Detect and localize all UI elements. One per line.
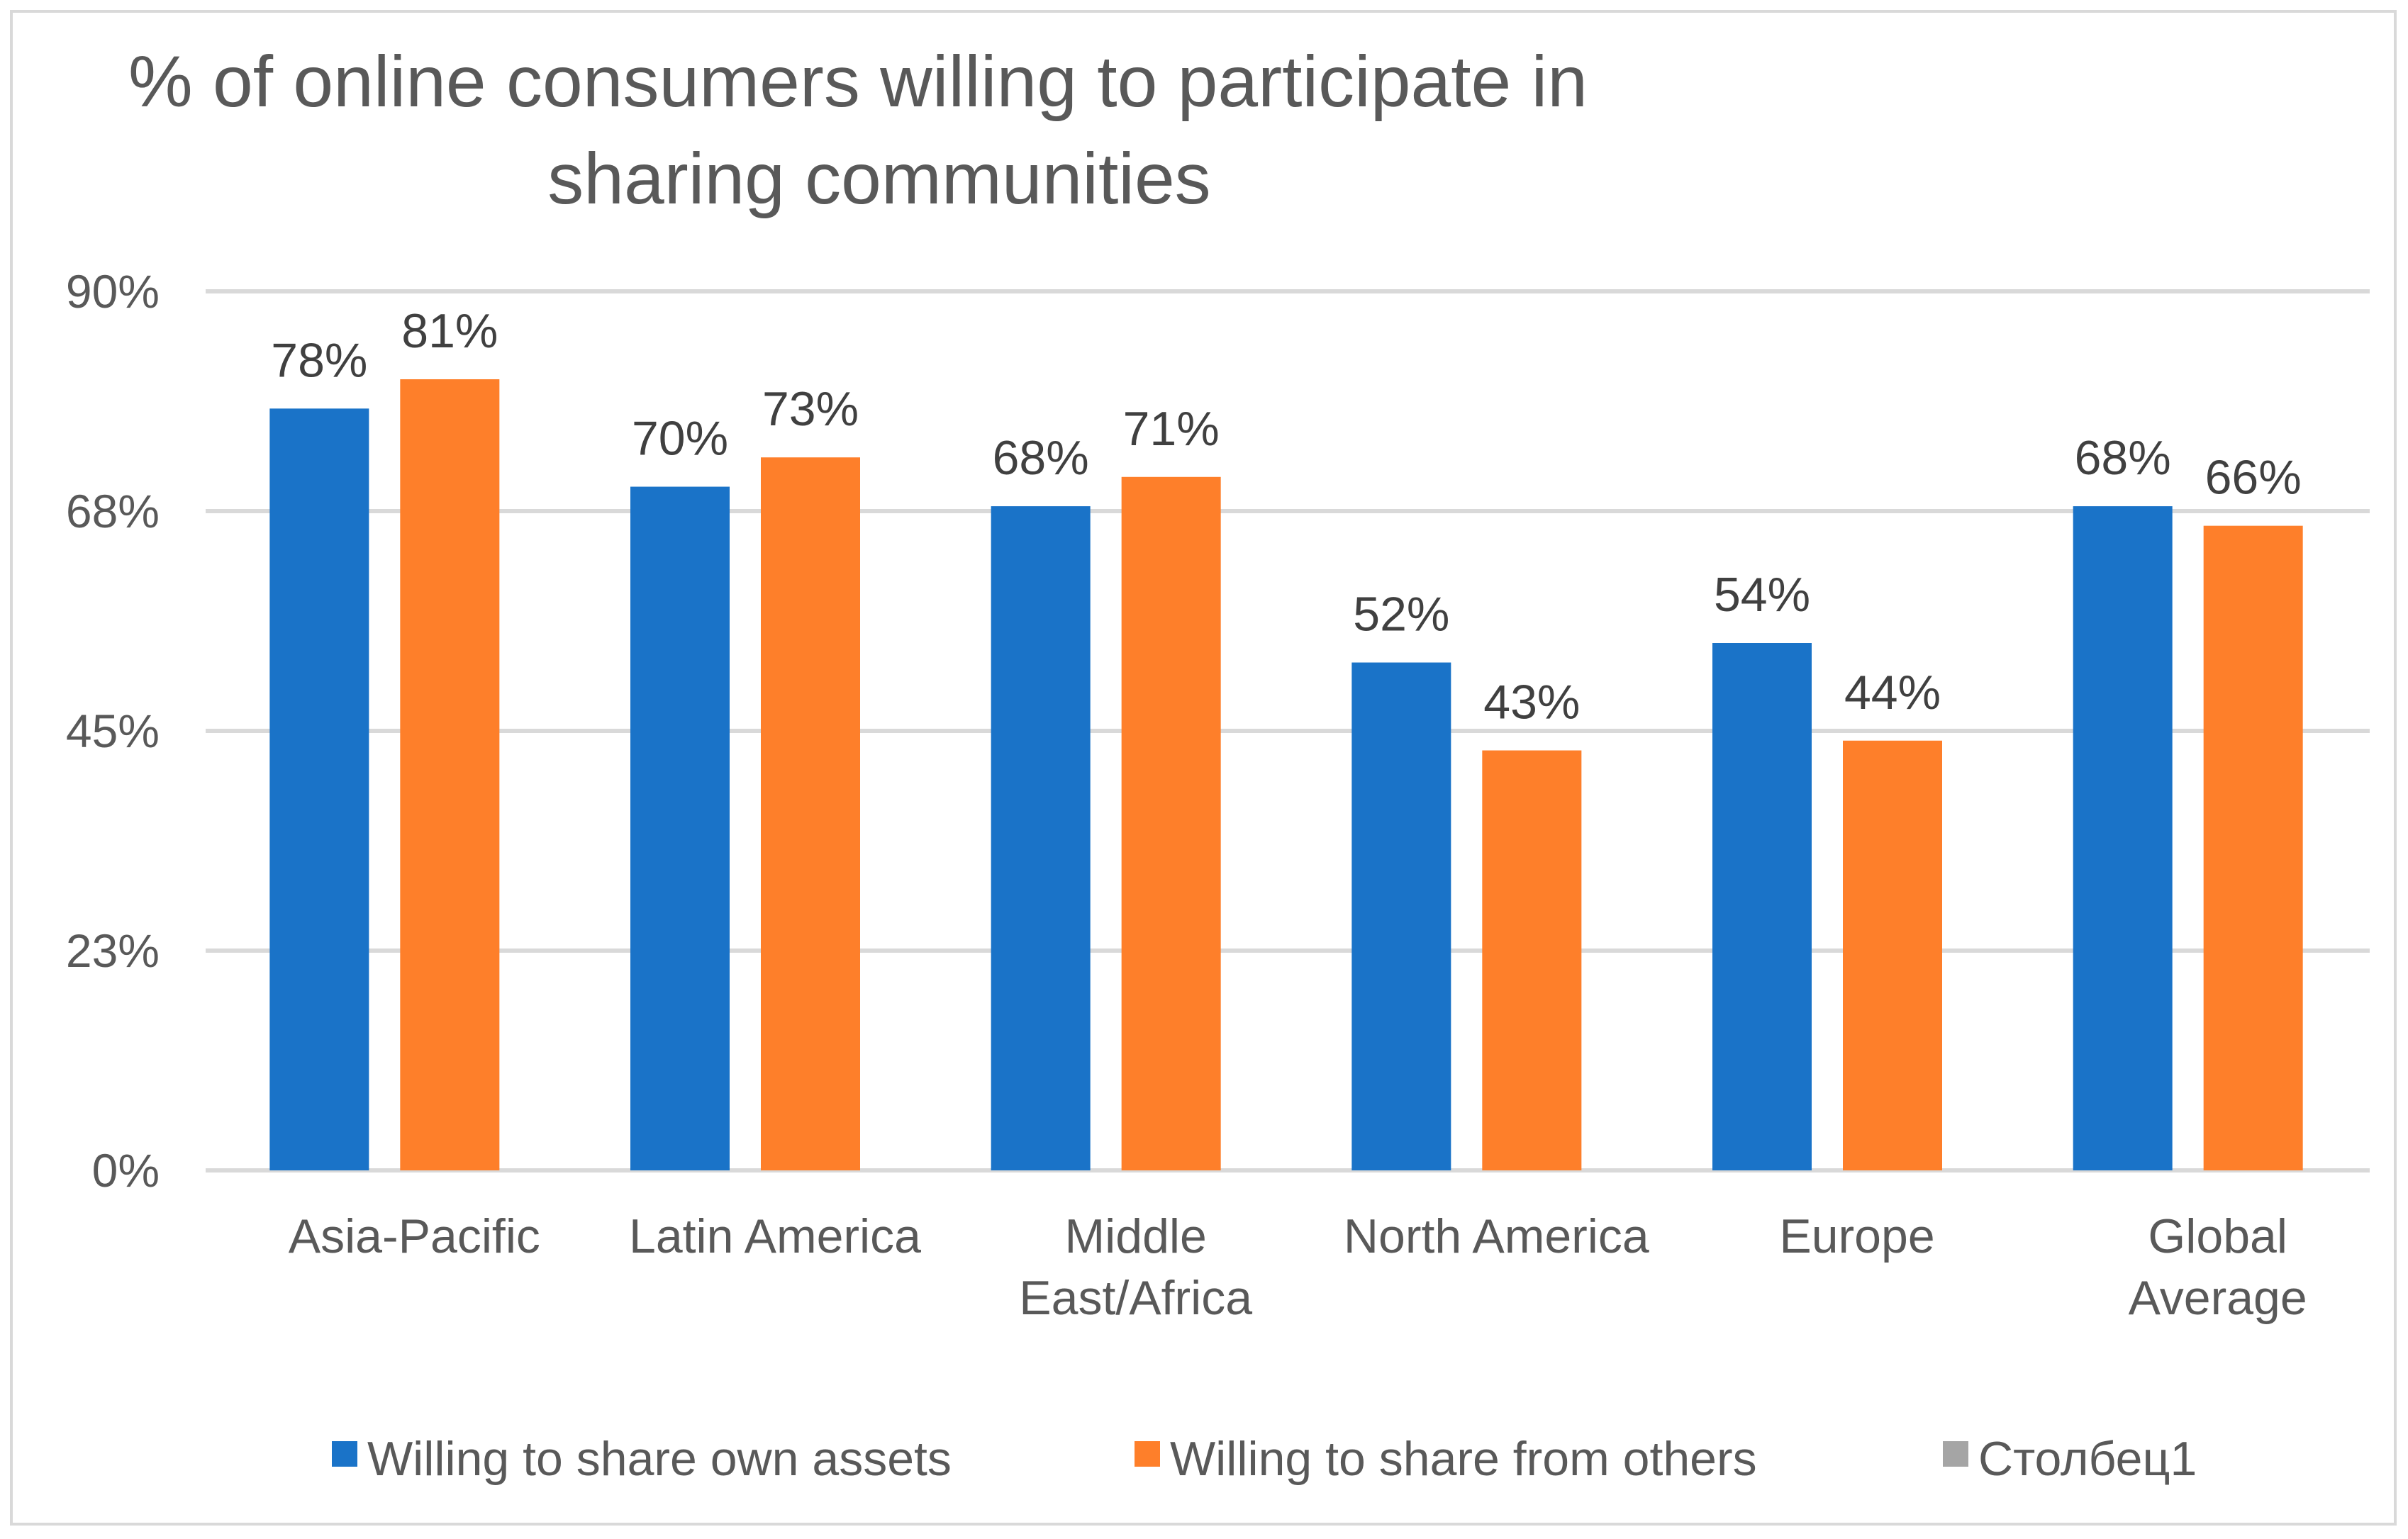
y-tick-label: 0% — [92, 1144, 160, 1197]
data-label: 70% — [632, 412, 728, 466]
data-label: 68% — [2075, 431, 2171, 485]
x-category-label: Europe — [1779, 1209, 1934, 1263]
data-label: 43% — [1483, 676, 1580, 729]
bar-from-others — [1121, 476, 1221, 1170]
data-label: 81% — [401, 304, 498, 358]
bar-own-assets — [991, 506, 1091, 1170]
bar-from-others — [761, 457, 860, 1170]
data-label: 44% — [1844, 666, 1941, 720]
gridlines — [206, 289, 2370, 1173]
y-axis-ticks: 0% 23% 45% 68% 90% — [66, 265, 160, 1197]
x-category-label: East/Africa — [1019, 1271, 1252, 1325]
x-category-label: Global — [2148, 1209, 2287, 1263]
chart-title-line: sharing communities — [547, 138, 1210, 219]
x-category-label: Asia-Pacific — [289, 1209, 540, 1263]
data-label: 68% — [993, 431, 1089, 485]
bar-from-others — [1843, 740, 1942, 1170]
data-label: 54% — [1714, 568, 1810, 622]
data-label: 78% — [271, 333, 367, 387]
bar-from-others — [1482, 750, 1582, 1170]
y-tick-label: 68% — [66, 485, 160, 537]
x-category-label: North America — [1344, 1209, 1649, 1263]
legend-label: Столбец1 — [1978, 1432, 2197, 1486]
x-category-label: Latin America — [629, 1209, 921, 1263]
bar-own-assets — [630, 486, 730, 1170]
bar-own-assets — [2073, 506, 2173, 1170]
y-tick-label: 45% — [66, 705, 160, 757]
chart-title-line: % of online consumers willing to partici… — [128, 41, 1588, 122]
x-axis-categories: Asia-Pacific Latin America Middle East/Afri… — [289, 1209, 2307, 1325]
y-tick-label: 90% — [66, 265, 160, 318]
y-tick-label: 23% — [66, 924, 160, 977]
legend-label: Willing to share own assets — [367, 1432, 952, 1486]
bar-own-assets — [1351, 662, 1451, 1170]
bars — [269, 379, 2303, 1171]
bar-own-assets — [1712, 643, 1812, 1170]
legend-swatch — [1943, 1441, 1968, 1467]
bar-own-assets — [269, 408, 369, 1171]
data-labels: 78% 81% 70% 73% 68% 71% 52% 43% 54% 44% 68% 66% — [271, 304, 2301, 729]
data-label: 73% — [762, 382, 859, 436]
data-label: 66% — [2205, 451, 2302, 505]
bar-from-others — [400, 379, 500, 1170]
x-category-label: Middle — [1065, 1209, 1207, 1263]
bar-from-others — [2203, 525, 2303, 1170]
data-label: 52% — [1353, 588, 1449, 642]
data-label: 71% — [1123, 402, 1220, 456]
legend: Willing to share own assets Willing to sh… — [332, 1432, 2197, 1486]
x-category-label: Average — [2129, 1271, 2307, 1325]
legend-label: Willing to share from others — [1170, 1432, 1757, 1486]
legend-swatch — [1135, 1441, 1160, 1467]
chart-title: % of online consumers willing to partici… — [128, 41, 1588, 219]
legend-swatch — [332, 1441, 357, 1467]
